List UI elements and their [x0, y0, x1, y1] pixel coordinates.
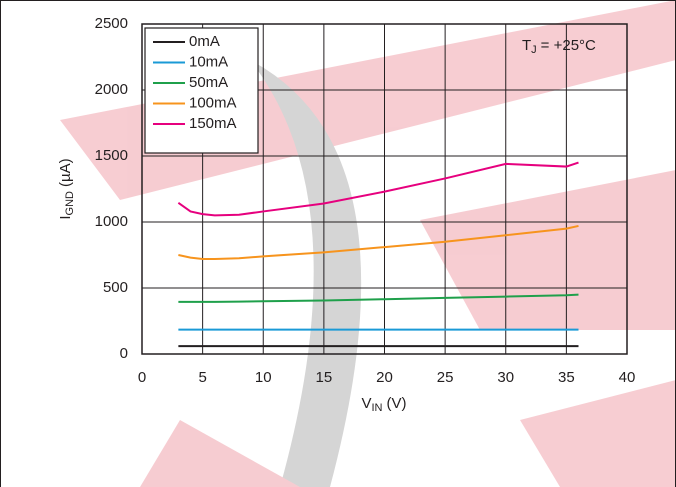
y-tick-label: 0 — [120, 345, 128, 362]
x-tick-label: 0 — [138, 369, 146, 386]
plot-frame — [141, 23, 628, 355]
y-axis-label-main: I — [57, 215, 74, 219]
x-tick-label: 25 — [437, 369, 454, 386]
x-axis-label-sub: IN — [372, 402, 383, 414]
y-tick-label: 2000 — [95, 81, 128, 98]
y-tick-label: 2500 — [95, 15, 128, 32]
annotation-unit: = +25°C — [541, 37, 596, 54]
y-axis-label-unit: (µA) — [57, 158, 74, 187]
legend-label: 100mA — [189, 94, 237, 111]
x-tick-label: 30 — [497, 369, 514, 386]
annotation-sub: J — [531, 44, 537, 56]
legend-label: 150mA — [189, 115, 237, 132]
x-axis-label-unit: (V) — [387, 395, 407, 412]
series-line — [178, 224, 579, 260]
annotation: TJ = +25°C — [522, 37, 596, 56]
series-line — [178, 293, 579, 303]
annotation-main: T — [522, 37, 531, 54]
x-axis-label-main: V — [361, 395, 371, 412]
y-axis-label-sub: GND — [64, 191, 76, 216]
x-tick-label: 5 — [198, 369, 206, 386]
y-tick-label: 1000 — [95, 213, 128, 230]
x-axis-label: VIN (V) — [361, 395, 406, 414]
y-axis-label: IGND (µA) — [57, 158, 76, 219]
x-tick-label: 35 — [558, 369, 575, 386]
y-tick-label: 500 — [103, 279, 128, 296]
series-line — [177, 161, 579, 217]
y-tick-label: 1500 — [95, 147, 128, 164]
x-tick-label: 40 — [619, 369, 636, 386]
x-tick-label: 20 — [376, 369, 393, 386]
legend-label: 0mA — [189, 33, 220, 50]
legend-box — [144, 27, 259, 154]
legend-label: 50mA — [189, 74, 228, 91]
x-tick-label: 10 — [255, 369, 272, 386]
legend-label: 10mA — [189, 53, 228, 70]
x-tick-label: 15 — [316, 369, 333, 386]
